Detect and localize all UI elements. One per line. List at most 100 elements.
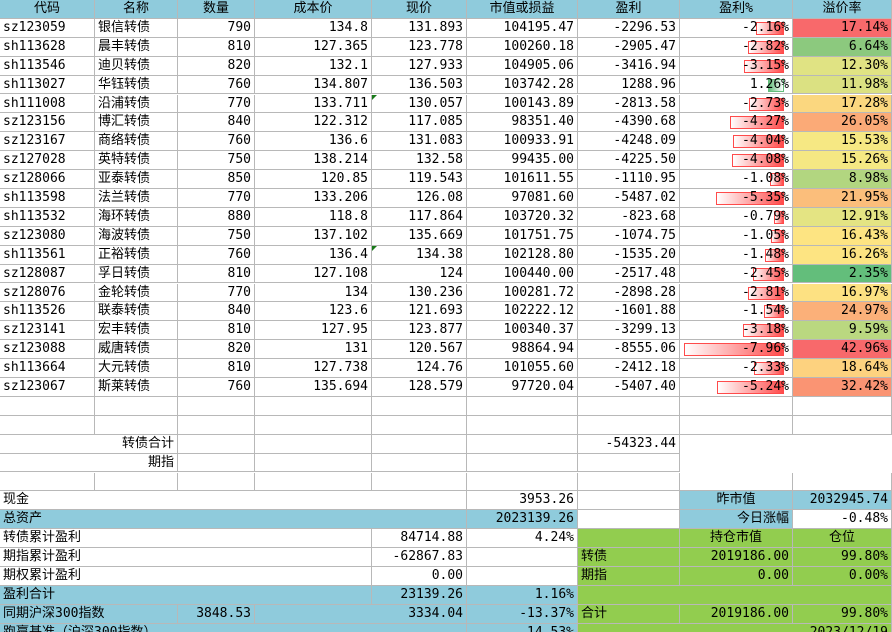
- cell-premium[interactable]: 26.05%: [793, 113, 892, 133]
- cell-premium[interactable]: 42.96%: [793, 340, 892, 360]
- cell-price[interactable]: 117.085: [372, 113, 467, 133]
- cell-qty[interactable]: 770: [178, 94, 255, 114]
- hs300-now[interactable]: 3334.04: [255, 604, 467, 624]
- cell-qty[interactable]: 880: [178, 207, 255, 227]
- cell-cost[interactable]: 137.102: [255, 226, 372, 246]
- cell-name[interactable]: 宏丰转债: [95, 321, 178, 341]
- cell-code[interactable]: sz128087: [0, 264, 95, 284]
- cell-code[interactable]: sz123156: [0, 113, 95, 133]
- blank-cell[interactable]: [578, 396, 680, 416]
- cell-plpct[interactable]: -4.04%: [680, 132, 793, 152]
- cell-premium[interactable]: 16.26%: [793, 245, 892, 265]
- header-name[interactable]: 名称: [95, 0, 178, 19]
- cell-premium[interactable]: 17.28%: [793, 94, 892, 114]
- cell-qty[interactable]: 850: [178, 170, 255, 189]
- blank-cell[interactable]: [178, 415, 255, 435]
- blank-cell[interactable]: [95, 472, 178, 492]
- cell-cost[interactable]: 122.312: [255, 113, 372, 133]
- blank-cell[interactable]: [793, 396, 892, 416]
- cell-name[interactable]: 沿浦转债: [95, 94, 178, 114]
- cell-plpct[interactable]: -2.81%: [680, 283, 793, 303]
- cell-premium[interactable]: 32.42%: [793, 378, 892, 397]
- date-cell[interactable]: 2023/12/19: [578, 623, 892, 632]
- cell-mv[interactable]: 97081.60: [467, 189, 578, 208]
- blank-cell[interactable]: [467, 434, 578, 454]
- cell-plpct[interactable]: -0.79%: [680, 207, 793, 227]
- header-plpct[interactable]: 盈利%: [680, 0, 793, 19]
- blank-cell[interactable]: [467, 415, 578, 435]
- blank-cell[interactable]: [0, 472, 95, 492]
- header-pl[interactable]: 盈利: [578, 0, 680, 19]
- cell-price[interactable]: 128.579: [372, 378, 467, 397]
- cell-cost[interactable]: 132.1: [255, 56, 372, 76]
- cell-pl[interactable]: -3416.94: [578, 56, 680, 76]
- cell-cost[interactable]: 118.8: [255, 207, 372, 227]
- cell-pl[interactable]: -4390.68: [578, 113, 680, 133]
- cell-premium[interactable]: 11.98%: [793, 75, 892, 95]
- cell-price[interactable]: 132.58: [372, 151, 467, 171]
- cell-pl[interactable]: -1535.20: [578, 245, 680, 265]
- blank-cell[interactable]: [178, 472, 255, 492]
- cell-mv[interactable]: 100440.00: [467, 264, 578, 284]
- cell-qty[interactable]: 810: [178, 321, 255, 341]
- blank-cell[interactable]: [95, 415, 178, 435]
- blank-cell[interactable]: [680, 396, 793, 416]
- cell-qty[interactable]: 840: [178, 302, 255, 322]
- cell-premium[interactable]: 12.30%: [793, 56, 892, 76]
- panel-total-pos[interactable]: 99.80%: [793, 604, 892, 624]
- cell-pl[interactable]: -3299.13: [578, 321, 680, 341]
- cell-premium[interactable]: 21.95%: [793, 189, 892, 208]
- blank-cell[interactable]: [178, 453, 255, 473]
- blank-cell[interactable]: [578, 415, 680, 435]
- cell-mv[interactable]: 98351.40: [467, 113, 578, 133]
- cell-mv[interactable]: 101055.60: [467, 359, 578, 378]
- panel-bond-pos[interactable]: 99.80%: [793, 548, 892, 567]
- cell-premium[interactable]: 15.53%: [793, 132, 892, 152]
- cell-code[interactable]: sz123167: [0, 132, 95, 152]
- prev-mv-value[interactable]: 2032945.74: [793, 491, 892, 511]
- cell-code[interactable]: sz123088: [0, 340, 95, 360]
- cell-qty[interactable]: 820: [178, 340, 255, 360]
- cell-plpct[interactable]: -2.45%: [680, 264, 793, 284]
- cell-qty[interactable]: 810: [178, 359, 255, 378]
- cell-plpct[interactable]: 1.26%: [680, 75, 793, 95]
- cell-code[interactable]: sz123059: [0, 18, 95, 38]
- blank-cell[interactable]: [578, 510, 680, 530]
- cell-plpct[interactable]: -1.54%: [680, 302, 793, 322]
- cell-pl[interactable]: -4248.09: [578, 132, 680, 152]
- cell-pl[interactable]: -1074.75: [578, 226, 680, 246]
- cell-premium[interactable]: 9.59%: [793, 321, 892, 341]
- cell-mv[interactable]: 102128.80: [467, 245, 578, 265]
- blank-cell[interactable]: [255, 453, 372, 473]
- cell-plpct[interactable]: -5.35%: [680, 189, 793, 208]
- header-premium[interactable]: 溢价率: [793, 0, 892, 19]
- cell-qty[interactable]: 820: [178, 56, 255, 76]
- cell-price[interactable]: 119.543: [372, 170, 467, 189]
- cell-mv[interactable]: 103720.32: [467, 207, 578, 227]
- cell-cost[interactable]: 134.807: [255, 75, 372, 95]
- cell-price[interactable]: 134.38: [372, 245, 467, 265]
- cell-qty[interactable]: 810: [178, 264, 255, 284]
- blank-cell[interactable]: [680, 454, 892, 473]
- cell-price[interactable]: 130.236: [372, 283, 467, 303]
- blank-cell[interactable]: [578, 529, 680, 549]
- cell-name[interactable]: 金轮转债: [95, 283, 178, 303]
- cell-name[interactable]: 正裕转债: [95, 245, 178, 265]
- options-cum-value[interactable]: 0.00: [372, 567, 467, 586]
- hs300-pct[interactable]: -13.37%: [467, 604, 578, 624]
- blank-cell[interactable]: [372, 415, 467, 435]
- cell-name[interactable]: 迪贝转债: [95, 56, 178, 76]
- blank-cell[interactable]: [255, 396, 372, 416]
- blank-cell[interactable]: [793, 472, 892, 492]
- futures-cum-value[interactable]: -62867.83: [372, 548, 467, 567]
- blank-cell[interactable]: [372, 396, 467, 416]
- cell-mv[interactable]: 104195.47: [467, 18, 578, 38]
- cell-plpct[interactable]: -4.27%: [680, 113, 793, 133]
- cell-pl[interactable]: -4225.50: [578, 151, 680, 171]
- cell-mv[interactable]: 104905.06: [467, 56, 578, 76]
- cell-premium[interactable]: 15.26%: [793, 151, 892, 171]
- blank-cell[interactable]: [680, 415, 793, 435]
- cell-cost[interactable]: 136.6: [255, 132, 372, 152]
- cell-plpct[interactable]: -2.73%: [680, 94, 793, 114]
- cell-cost[interactable]: 134.8: [255, 18, 372, 38]
